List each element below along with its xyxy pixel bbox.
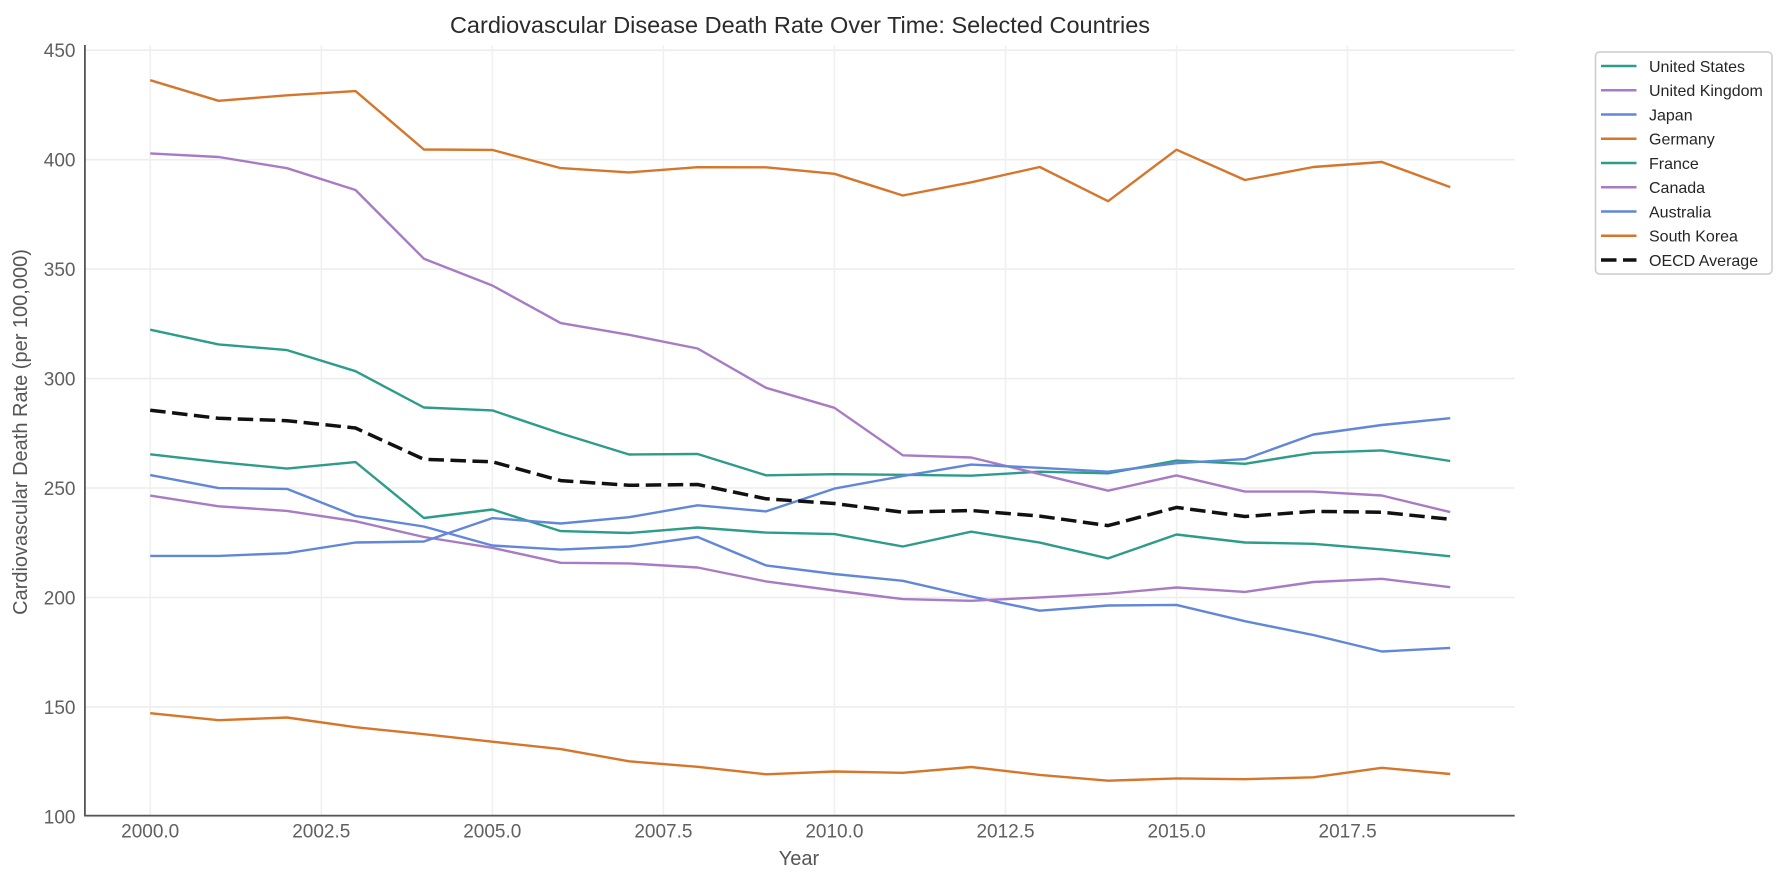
svg-text:2000.0: 2000.0 xyxy=(121,822,179,843)
svg-text:Canada: Canada xyxy=(1649,180,1705,197)
svg-text:OECD Average: OECD Average xyxy=(1649,253,1758,270)
svg-text:Japan: Japan xyxy=(1649,107,1693,124)
svg-text:400: 400 xyxy=(44,151,76,172)
svg-text:2017.5: 2017.5 xyxy=(1319,822,1377,843)
svg-text:South Korea: South Korea xyxy=(1649,229,1738,246)
svg-text:France: France xyxy=(1649,156,1699,173)
svg-text:2015.0: 2015.0 xyxy=(1148,822,1206,843)
svg-text:2010.0: 2010.0 xyxy=(805,822,863,843)
svg-text:2007.5: 2007.5 xyxy=(634,822,692,843)
svg-text:Year: Year xyxy=(779,848,820,870)
svg-text:100: 100 xyxy=(44,807,76,828)
svg-text:2012.5: 2012.5 xyxy=(976,822,1034,843)
svg-text:350: 350 xyxy=(44,260,76,281)
svg-text:250: 250 xyxy=(44,479,76,500)
svg-text:200: 200 xyxy=(44,588,76,609)
svg-text:United States: United States xyxy=(1649,59,1745,76)
svg-text:150: 150 xyxy=(44,698,76,719)
svg-text:300: 300 xyxy=(44,370,76,391)
svg-text:450: 450 xyxy=(44,41,76,62)
svg-text:Germany: Germany xyxy=(1649,132,1715,149)
svg-text:United Kingdom: United Kingdom xyxy=(1649,83,1763,100)
svg-text:Australia: Australia xyxy=(1649,204,1711,221)
svg-text:Cardiovascular Disease Death R: Cardiovascular Disease Death Rate Over T… xyxy=(450,12,1150,38)
svg-text:Cardiovascular Death Rate (per: Cardiovascular Death Rate (per 100,000) xyxy=(10,249,32,615)
svg-text:2005.0: 2005.0 xyxy=(463,822,521,843)
svg-text:2002.5: 2002.5 xyxy=(292,822,350,843)
